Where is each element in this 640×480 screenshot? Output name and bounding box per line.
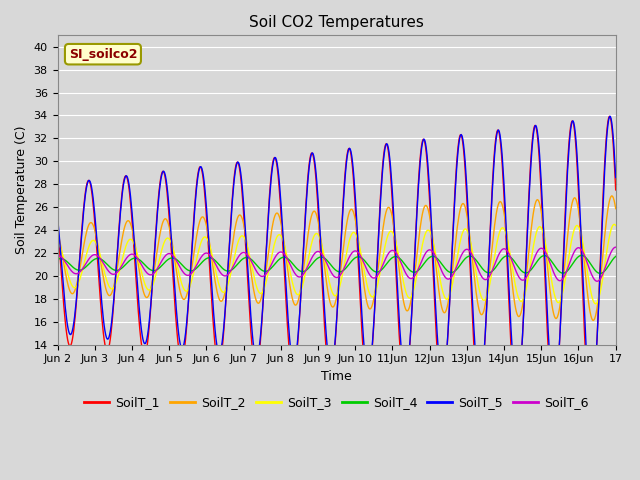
SoilT_3 — [591, 301, 599, 307]
SoilT_5 — [121, 175, 129, 180]
SoilT_4 — [178, 262, 186, 267]
SoilT_5 — [178, 345, 186, 351]
SoilT_4 — [421, 260, 429, 265]
SoilT_2 — [612, 206, 620, 212]
SoilT_4 — [207, 255, 215, 261]
SoilT_5 — [607, 113, 614, 119]
SoilT_4 — [578, 252, 586, 258]
Line: SoilT_1: SoilT_1 — [58, 116, 616, 410]
Line: SoilT_4: SoilT_4 — [58, 255, 616, 274]
SoilT_6 — [404, 274, 412, 280]
SoilT_1 — [404, 363, 412, 369]
SoilT_3 — [207, 249, 215, 254]
SoilT_1 — [121, 174, 129, 180]
SoilT_2 — [54, 228, 61, 234]
SoilT_1 — [421, 139, 429, 145]
SoilT_1 — [64, 337, 72, 343]
Title: Soil CO2 Temperatures: Soil CO2 Temperatures — [249, 15, 424, 30]
SoilT_3 — [404, 295, 412, 300]
SoilT_2 — [608, 193, 616, 199]
SoilT_4 — [121, 262, 129, 268]
SoilT_1 — [54, 221, 61, 227]
SoilT_6 — [54, 252, 61, 258]
SoilT_6 — [612, 244, 620, 250]
SoilT_5 — [588, 396, 595, 402]
SoilT_4 — [404, 266, 412, 272]
SoilT_5 — [404, 358, 412, 363]
SoilT_3 — [178, 281, 186, 287]
SoilT_3 — [121, 246, 129, 252]
SoilT_2 — [589, 318, 597, 324]
SoilT_2 — [404, 307, 412, 312]
Line: SoilT_5: SoilT_5 — [58, 116, 616, 399]
SoilT_5 — [421, 137, 429, 143]
SoilT_2 — [121, 223, 129, 228]
SoilT_2 — [64, 280, 72, 286]
Text: SI_soilco2: SI_soilco2 — [68, 48, 137, 60]
SoilT_3 — [612, 223, 620, 228]
Line: SoilT_3: SoilT_3 — [58, 224, 616, 304]
SoilT_2 — [178, 294, 186, 300]
SoilT_2 — [421, 204, 429, 209]
SoilT_4 — [54, 256, 61, 262]
X-axis label: Time: Time — [321, 370, 352, 383]
SoilT_3 — [54, 240, 61, 245]
SoilT_6 — [593, 278, 601, 284]
SoilT_3 — [421, 233, 429, 239]
SoilT_4 — [612, 253, 620, 259]
SoilT_5 — [64, 323, 72, 329]
SoilT_1 — [207, 290, 215, 296]
SoilT_6 — [421, 252, 429, 257]
SoilT_6 — [207, 254, 215, 260]
SoilT_4 — [64, 259, 72, 265]
SoilT_6 — [178, 267, 186, 273]
SoilT_1 — [178, 357, 186, 362]
SoilT_2 — [207, 252, 215, 257]
SoilT_1 — [612, 187, 620, 193]
SoilT_5 — [207, 276, 215, 282]
Line: SoilT_2: SoilT_2 — [58, 196, 616, 321]
SoilT_3 — [611, 221, 618, 227]
SoilT_6 — [121, 257, 129, 263]
SoilT_6 — [64, 263, 72, 268]
SoilT_5 — [612, 175, 620, 180]
SoilT_5 — [54, 214, 61, 219]
Line: SoilT_6: SoilT_6 — [58, 247, 616, 281]
SoilT_1 — [587, 407, 595, 413]
SoilT_4 — [596, 271, 604, 276]
SoilT_1 — [605, 113, 613, 119]
Y-axis label: Soil Temperature (C): Soil Temperature (C) — [15, 126, 28, 254]
SoilT_3 — [64, 270, 72, 276]
Legend: SoilT_1, SoilT_2, SoilT_3, SoilT_4, SoilT_5, SoilT_6: SoilT_1, SoilT_2, SoilT_3, SoilT_4, Soil… — [79, 391, 594, 414]
